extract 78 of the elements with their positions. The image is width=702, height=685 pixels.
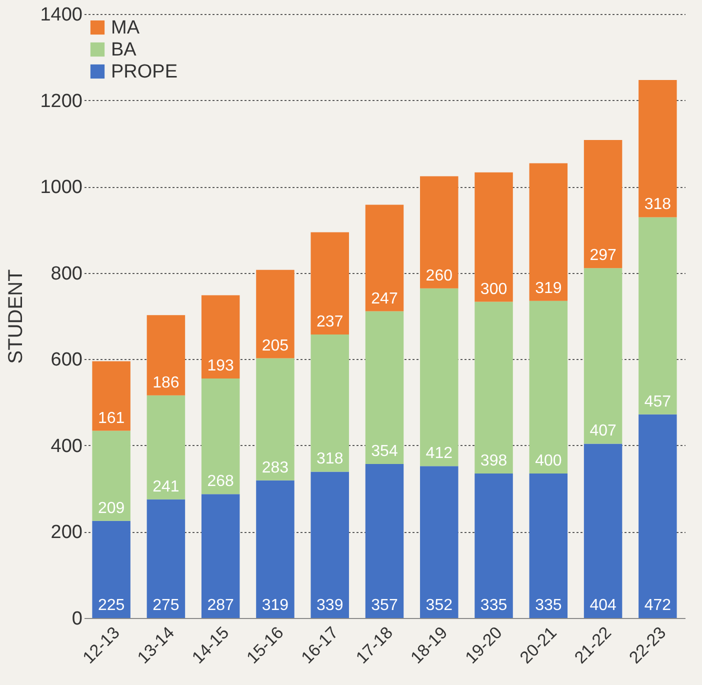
bar bbox=[146, 499, 186, 618]
bar bbox=[146, 315, 186, 396]
y-tick-label: 1400 bbox=[40, 4, 82, 26]
bar bbox=[420, 466, 458, 618]
bar bbox=[256, 358, 294, 480]
data-label: 412 bbox=[426, 445, 453, 462]
bar bbox=[474, 172, 513, 302]
bar bbox=[146, 395, 186, 500]
bar bbox=[365, 464, 404, 618]
bar bbox=[201, 378, 240, 494]
data-label: 275 bbox=[152, 597, 180, 614]
bar bbox=[638, 80, 677, 218]
data-label: 335 bbox=[535, 597, 562, 614]
bar bbox=[310, 334, 349, 472]
data-label: 319 bbox=[262, 597, 289, 614]
data-label: 339 bbox=[316, 597, 344, 614]
data-label: 319 bbox=[535, 280, 562, 297]
data-label: 404 bbox=[590, 597, 616, 614]
bar bbox=[256, 270, 294, 358]
bar bbox=[201, 295, 240, 379]
data-label: 287 bbox=[207, 597, 234, 614]
data-label: 247 bbox=[371, 290, 398, 308]
data-label: 457 bbox=[644, 393, 672, 410]
bar bbox=[365, 204, 404, 312]
bar bbox=[92, 430, 130, 521]
data-label: 400 bbox=[535, 452, 562, 470]
data-label: 407 bbox=[590, 422, 616, 440]
bar bbox=[474, 473, 513, 618]
data-label: 352 bbox=[426, 597, 453, 614]
data-label: 283 bbox=[262, 459, 289, 476]
bar bbox=[310, 232, 349, 335]
y-axis-title: STUDENT bbox=[5, 269, 28, 364]
data-label: 237 bbox=[316, 314, 344, 331]
legend-label: BA bbox=[111, 40, 137, 60]
data-label: 209 bbox=[98, 500, 125, 517]
data-label: 161 bbox=[98, 410, 125, 427]
data-label: 297 bbox=[590, 247, 616, 264]
y-tick-label: 1200 bbox=[40, 90, 82, 112]
bar bbox=[638, 414, 677, 618]
data-label: 335 bbox=[480, 597, 508, 614]
y-tick-label: 0 bbox=[72, 608, 82, 630]
data-label: 186 bbox=[152, 374, 180, 392]
bar bbox=[584, 444, 622, 618]
y-tick-label: 400 bbox=[50, 436, 82, 457]
bar bbox=[529, 163, 568, 301]
data-label: 398 bbox=[480, 452, 508, 470]
data-label: 193 bbox=[207, 358, 234, 375]
data-label: 318 bbox=[644, 196, 672, 214]
bar bbox=[92, 520, 130, 618]
bar bbox=[92, 361, 130, 431]
data-label: 357 bbox=[371, 597, 398, 614]
bar bbox=[474, 302, 513, 474]
legend-label: PROPE bbox=[111, 62, 178, 82]
y-tick-label: 600 bbox=[50, 350, 82, 371]
bar bbox=[584, 140, 622, 268]
data-label: 268 bbox=[207, 473, 234, 490]
bar bbox=[365, 311, 404, 464]
data-label: 205 bbox=[262, 337, 289, 354]
bar bbox=[420, 288, 458, 466]
data-label: 225 bbox=[98, 597, 125, 614]
y-tick-label: 800 bbox=[50, 263, 82, 284]
bar bbox=[420, 176, 458, 288]
bar bbox=[638, 217, 677, 414]
data-label: 472 bbox=[644, 597, 672, 614]
data-label: 354 bbox=[371, 442, 398, 460]
bar bbox=[310, 472, 349, 618]
data-label: 300 bbox=[480, 280, 508, 298]
bar bbox=[256, 480, 294, 618]
data-label: 318 bbox=[316, 450, 344, 468]
bar bbox=[201, 494, 240, 618]
data-label: 260 bbox=[426, 267, 453, 284]
y-tick-label: 200 bbox=[50, 522, 82, 544]
bar bbox=[584, 268, 622, 444]
bar bbox=[529, 300, 568, 474]
bar bbox=[529, 473, 568, 618]
data-label: 241 bbox=[152, 478, 180, 496]
legend-label: MA bbox=[111, 18, 140, 38]
y-tick-label: 1000 bbox=[40, 177, 82, 198]
